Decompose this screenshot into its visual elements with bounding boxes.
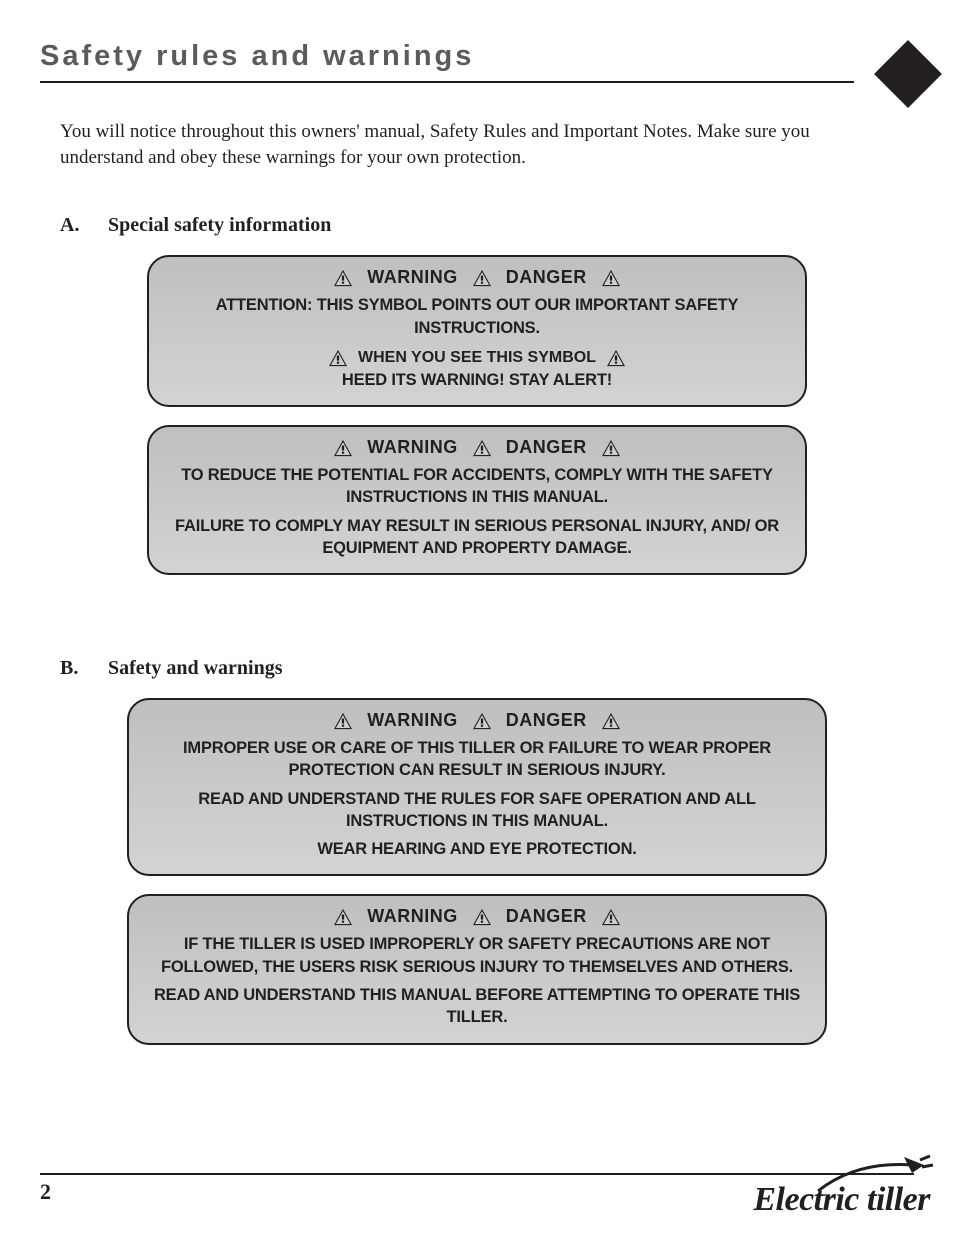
warning-box-a2: WARNING DANGER TO REDUCE THE POTENTIAL F… bbox=[147, 425, 807, 575]
intro-paragraph: You will notice throughout this owners' … bbox=[60, 119, 894, 170]
warning-triangle-icon bbox=[601, 269, 621, 287]
warning-triangle-icon bbox=[601, 712, 621, 730]
warning-text: FAILURE TO COMPLY MAY RESULT IN SERIOUS … bbox=[171, 515, 783, 560]
warning-triangle-icon bbox=[472, 439, 492, 457]
warning-header: WARNING DANGER bbox=[171, 437, 783, 458]
warning-text: READ AND UNDERSTAND THE RULES FOR SAFE O… bbox=[151, 788, 803, 833]
warning-triangle-icon bbox=[472, 908, 492, 926]
warning-text: WEAR HEARING AND EYE PROTECTION. bbox=[151, 838, 803, 860]
warning-triangle-icon bbox=[606, 349, 626, 367]
section-b-title: Safety and warnings bbox=[108, 657, 282, 680]
warning-triangle-icon bbox=[601, 908, 621, 926]
warning-triangle-icon bbox=[472, 712, 492, 730]
section-a-letter: A. bbox=[60, 214, 82, 237]
footer-rule bbox=[40, 1173, 914, 1175]
warning-text: IMPROPER USE OR CARE OF THIS TILLER OR F… bbox=[151, 737, 803, 782]
section-a-heading: A. Special safety information bbox=[60, 214, 894, 237]
warning-triangle-icon bbox=[333, 908, 353, 926]
header-diamond-icon bbox=[874, 40, 942, 108]
warning-text: READ AND UNDERSTAND THIS MANUAL BEFORE A… bbox=[151, 984, 803, 1029]
danger-label: DANGER bbox=[506, 267, 587, 288]
danger-label: DANGER bbox=[506, 437, 587, 458]
warning-box-b2: WARNING DANGER IF THE TILLER IS USED IMP… bbox=[127, 894, 827, 1044]
warning-label: WARNING bbox=[367, 267, 458, 288]
warning-header: WARNING DANGER bbox=[171, 267, 783, 288]
warning-text: HEED ITS WARNING! STAY ALERT! bbox=[171, 369, 783, 391]
warning-box-a1: WARNING DANGER ATTENTION: THIS SYMBOL PO… bbox=[147, 255, 807, 407]
page-title: Safety rules and warnings bbox=[40, 40, 854, 73]
warning-triangle-icon bbox=[601, 439, 621, 457]
warning-sub-text: WHEN YOU SEE THIS SYMBOL bbox=[358, 349, 596, 367]
warning-box-b1: WARNING DANGER IMPROPER USE OR CARE OF T… bbox=[127, 698, 827, 876]
warning-triangle-icon bbox=[472, 269, 492, 287]
brand-logo: Electric tiller bbox=[753, 1181, 930, 1219]
danger-label: DANGER bbox=[506, 710, 587, 731]
danger-label: DANGER bbox=[506, 906, 587, 927]
warning-label: WARNING bbox=[367, 437, 458, 458]
warning-text: ATTENTION: THIS SYMBOL POINTS OUT OUR IM… bbox=[171, 294, 783, 339]
warning-subheader: WHEN YOU SEE THIS SYMBOL bbox=[171, 349, 783, 367]
warning-text: TO REDUCE THE POTENTIAL FOR ACCIDENTS, C… bbox=[171, 464, 783, 509]
section-b-letter: B. bbox=[60, 657, 82, 680]
section-a-title: Special safety information bbox=[108, 214, 331, 237]
warning-label: WARNING bbox=[367, 906, 458, 927]
warning-triangle-icon bbox=[328, 349, 348, 367]
title-rule bbox=[40, 81, 854, 83]
warning-text: IF THE TILLER IS USED IMPROPERLY OR SAFE… bbox=[151, 933, 803, 978]
warning-header: WARNING DANGER bbox=[151, 710, 803, 731]
warning-label: WARNING bbox=[367, 710, 458, 731]
warning-triangle-icon bbox=[333, 269, 353, 287]
page-footer: 2 Electric tiller bbox=[40, 1173, 914, 1205]
warning-triangle-icon bbox=[333, 712, 353, 730]
warning-header: WARNING DANGER bbox=[151, 906, 803, 927]
section-b-heading: B. Safety and warnings bbox=[60, 657, 894, 680]
warning-triangle-icon bbox=[333, 439, 353, 457]
tiller-plug-icon bbox=[816, 1151, 936, 1195]
